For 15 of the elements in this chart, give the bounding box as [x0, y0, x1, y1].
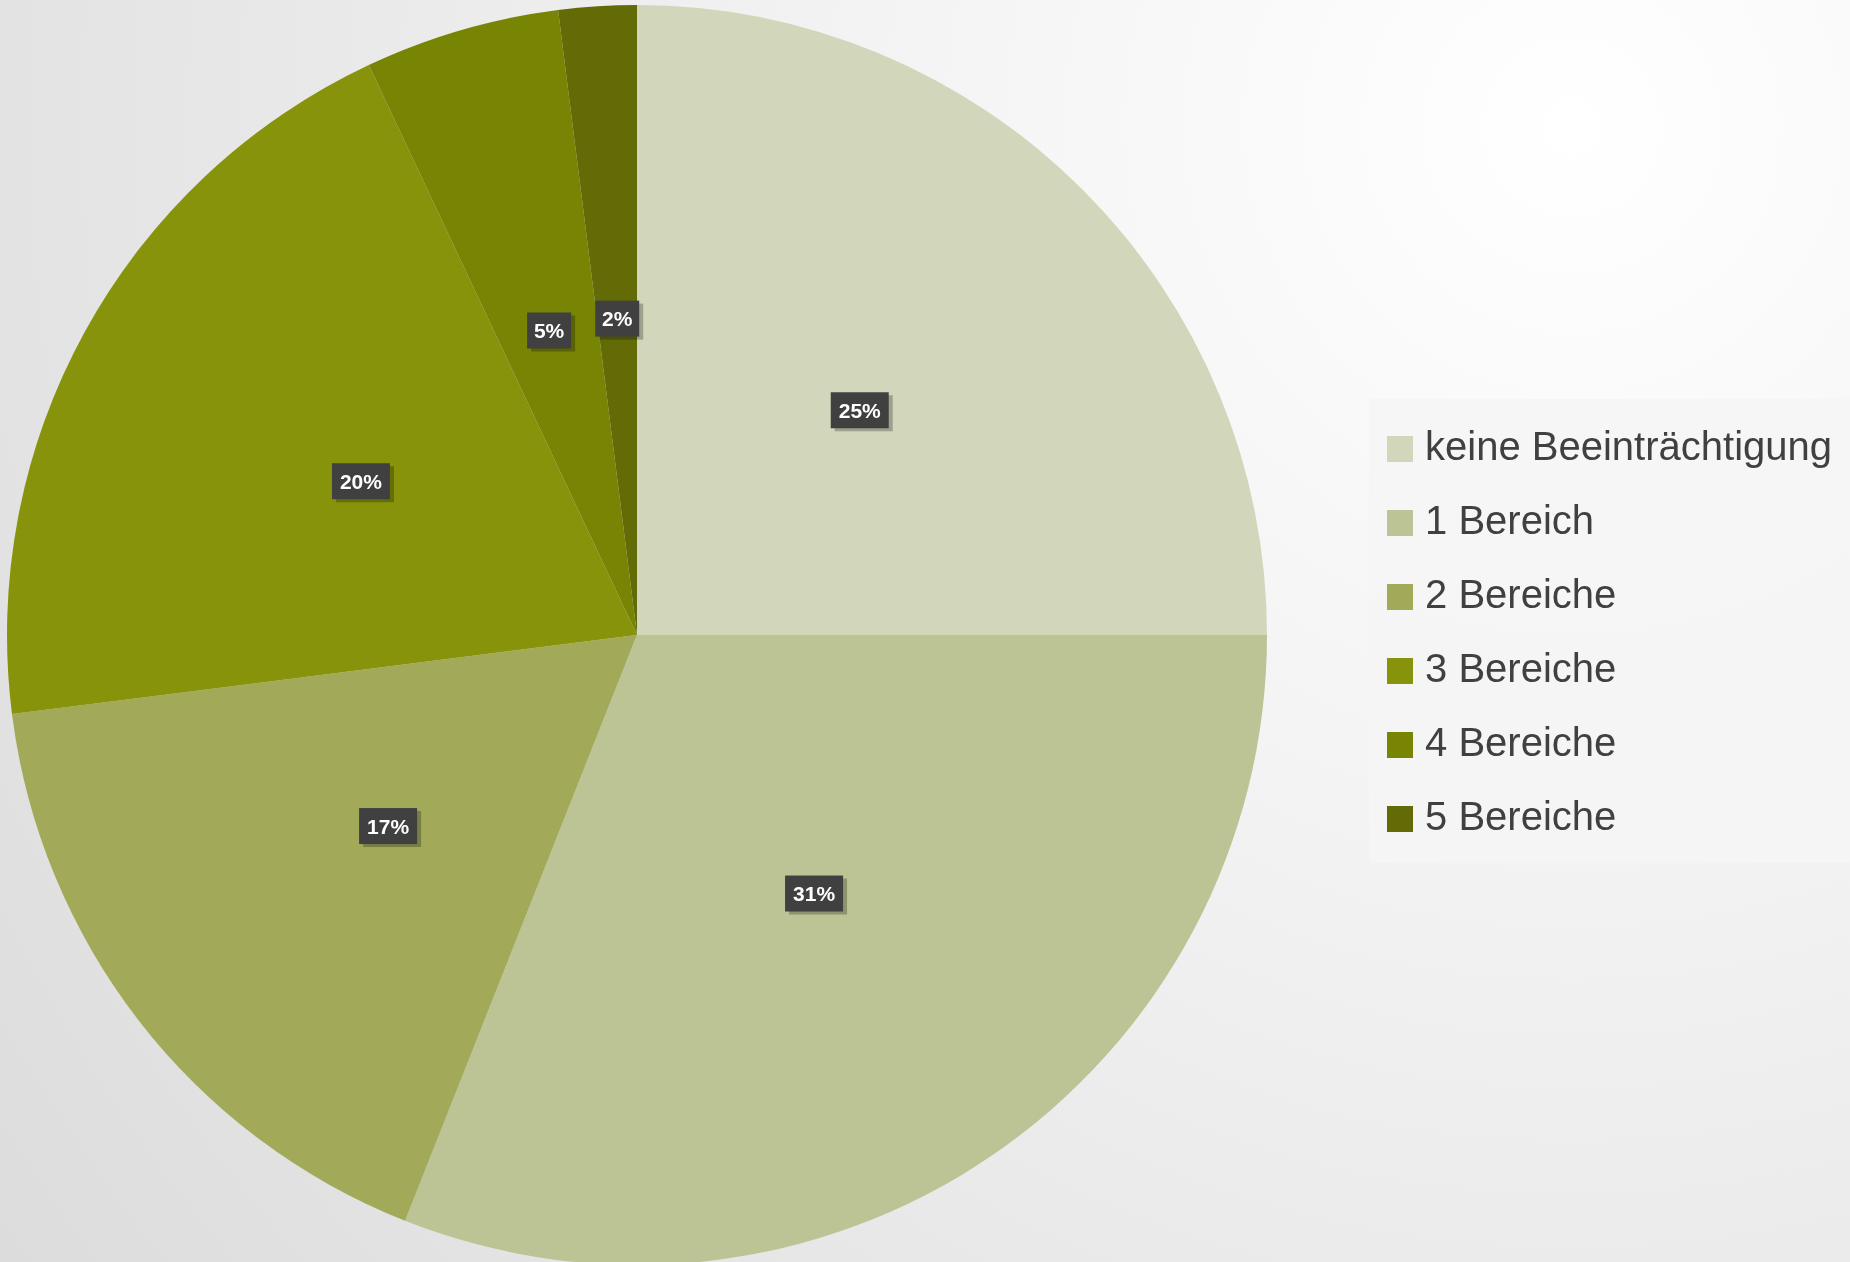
pie-slice — [637, 5, 1267, 635]
pie-slice — [11, 635, 637, 1221]
legend-label: 1 Bereich — [1425, 498, 1595, 542]
legend-label: 3 Bereiche — [1425, 646, 1617, 690]
legend-label: 5 Bereiche — [1425, 794, 1617, 838]
data-label: 25% — [838, 398, 882, 422]
pie-slice — [7, 64, 637, 714]
data-label: 2% — [602, 307, 633, 331]
legend-label: 2 Bereiche — [1425, 572, 1617, 616]
legend-label: 4 Bereiche — [1425, 720, 1617, 764]
legend-label: keine Beeinträchtigung — [1425, 424, 1832, 468]
data-label: 31% — [793, 882, 836, 906]
data-label: 20% — [339, 469, 383, 493]
data-label: 5% — [533, 319, 565, 343]
data-label: 17% — [367, 814, 410, 838]
